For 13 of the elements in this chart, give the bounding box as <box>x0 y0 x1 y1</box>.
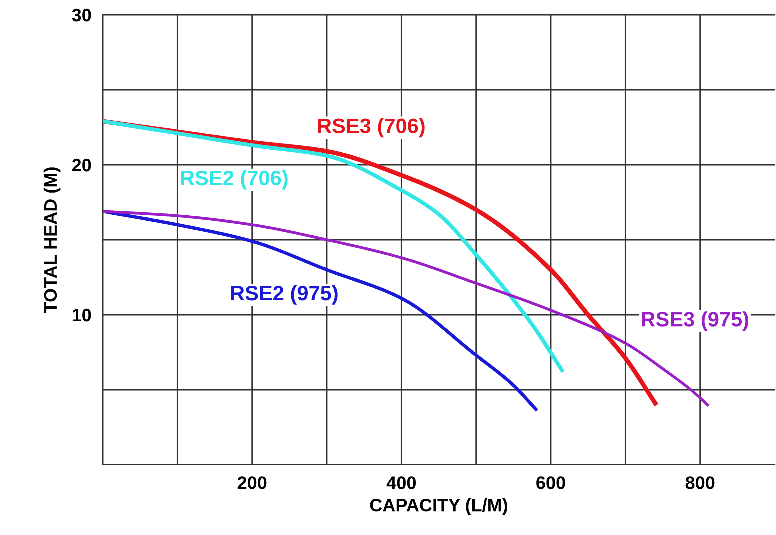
x-tick-label: 600 <box>536 476 566 490</box>
annotation: RSE3 (975) <box>642 312 748 331</box>
annotation: RSE3 (706) <box>318 118 425 138</box>
y-tick-label: 30 <box>72 8 92 22</box>
y-tick-label: 20 <box>72 158 92 172</box>
annotation: RSE2 (975) <box>231 285 338 305</box>
annotation: RSE2 (706) <box>181 170 288 190</box>
y-tick-label: 10 <box>72 308 92 322</box>
x-tick-label: 400 <box>386 476 416 490</box>
x-tick-label: 200 <box>238 476 267 490</box>
y-axis-title: TOTAL HEAD (M) <box>44 168 61 314</box>
x-axis-title: CAPACITY (L/M) <box>370 498 508 516</box>
x-tick-label: 800 <box>686 476 715 490</box>
